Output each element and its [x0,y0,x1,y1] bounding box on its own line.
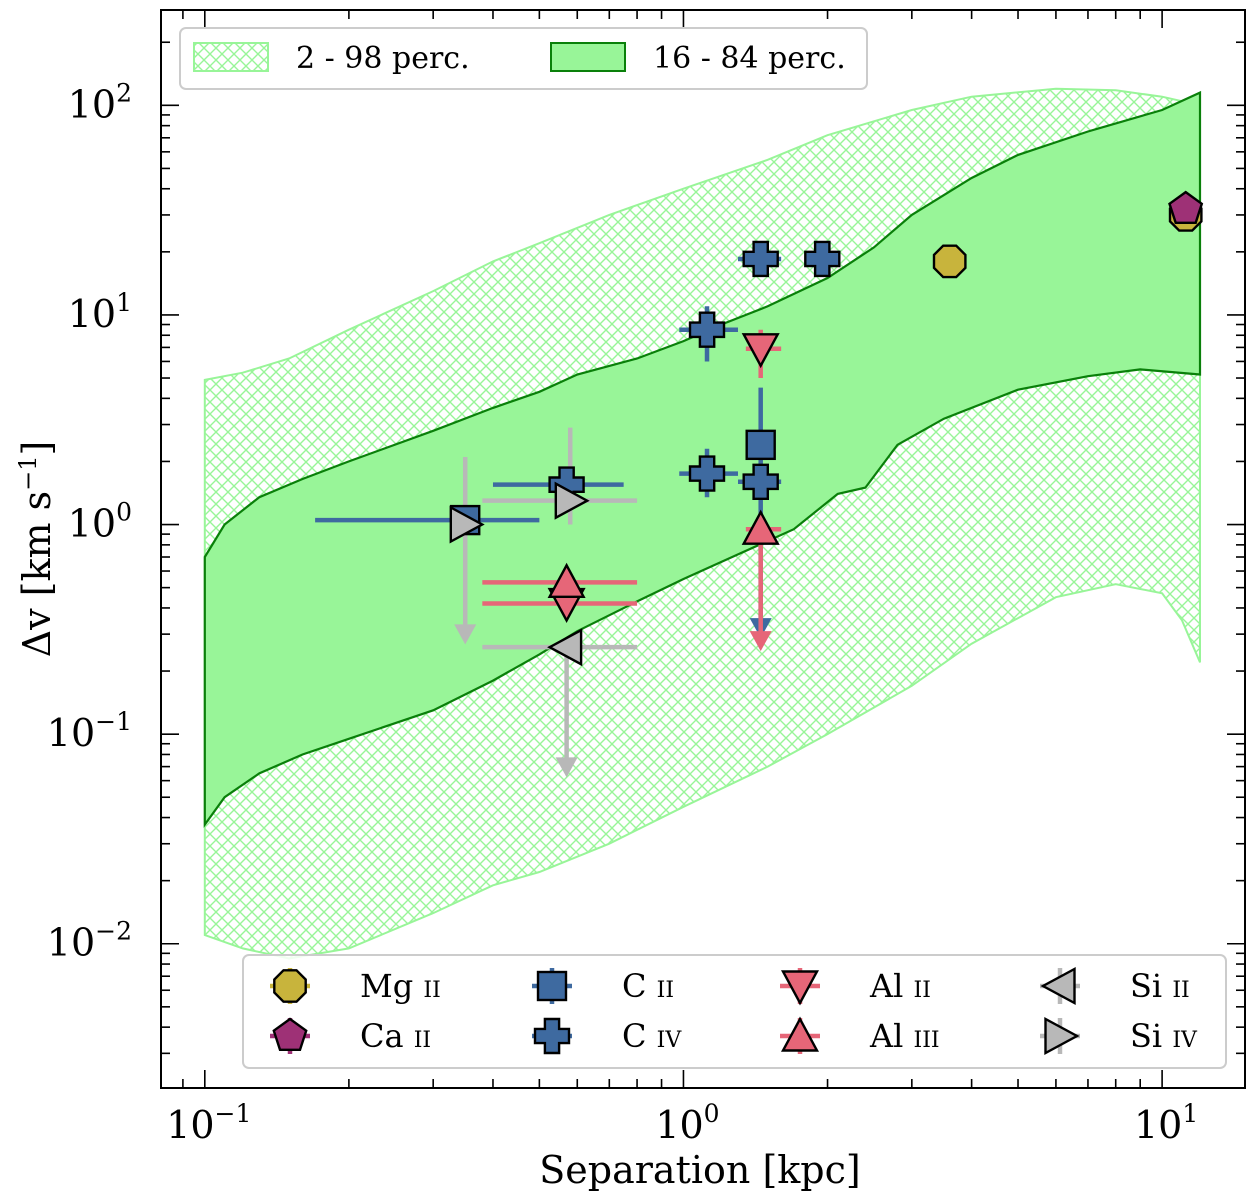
legend-label: Al ii [869,967,931,1005]
upper-limit-arrow [454,624,477,645]
band-legend: 2 - 98 perc. 16 - 84 perc. [179,27,868,90]
band-legend-filled-swatch [550,42,626,72]
x-tick-label: 10−1 [166,1099,251,1147]
upper-limit-arrow [749,631,772,652]
x-axis-label: Separation [kpc] [539,1148,860,1192]
band-legend-hatched-label: 2 - 98 perc. [296,41,470,76]
data-markers [449,190,1204,667]
legend-marker-mg-ii [273,969,307,1003]
marker-c-iv [688,311,726,348]
legend-marker-al-iii [780,1016,820,1052]
x-tick-label: 100 [655,1099,719,1147]
y-tick-label: 100 [68,498,132,546]
y-tick-label: 10−1 [47,707,132,755]
legend-marker-c-ii [536,970,568,1002]
marker-al-ii [741,333,780,369]
marker-c-iv [804,240,841,278]
legend-label: Si iv [1130,1017,1198,1055]
y-tick-label: 102 [68,78,132,126]
marker-al-iii [741,509,780,545]
legend-label: Al iii [869,1017,940,1055]
y-tick-label: 101 [68,288,132,336]
legend-label: Mg ii [360,967,441,1005]
legend-label: C ii [622,967,674,1005]
upper-limit-arrow [555,757,578,778]
tick-labels: 10−1 100 101 10−2 10−1 100 101 102 [47,78,1198,1147]
marker-c-iv [688,455,726,492]
marker-al-iii [547,562,586,598]
axis-ticks [161,10,1245,1088]
marker-mg-ii [932,244,967,279]
y-tick-label: 10−2 [47,917,132,965]
legend-label: C iv [622,1017,682,1055]
ion-legend-frame [242,954,1227,1069]
marker-c-ii [745,429,776,461]
marker-c-iv [742,240,779,278]
y-axis-label: Δv [km s−1] [14,441,59,658]
band-legend-filled-label: 16 - 84 perc. [653,41,846,76]
legend-marker-ca-ii [272,1017,308,1052]
marker-si-iv [554,481,590,520]
legend-label: Ca ii [360,1017,431,1055]
legend-marker-al-ii [780,970,820,1006]
ion-legend: Mg ii C ii Al ii Si ii Ca ii C iv Al iii Si iv [242,954,1227,1069]
legend-label: Si ii [1130,967,1190,1005]
plot-frame [160,9,1246,1089]
x-tick-label: 101 [1134,1099,1198,1147]
marker-c-iv [742,463,779,500]
marker-ca-ii [1168,190,1204,225]
marker-si-iv [449,505,485,544]
band-legend-frame [179,27,868,90]
band-legend-hatched-swatch [193,42,269,72]
legend-marker-c-iv [533,1017,571,1055]
legend-marker-si-iv [1044,1016,1080,1056]
legend-marker-si-ii [1040,966,1076,1006]
marker-si-ii [547,628,583,667]
